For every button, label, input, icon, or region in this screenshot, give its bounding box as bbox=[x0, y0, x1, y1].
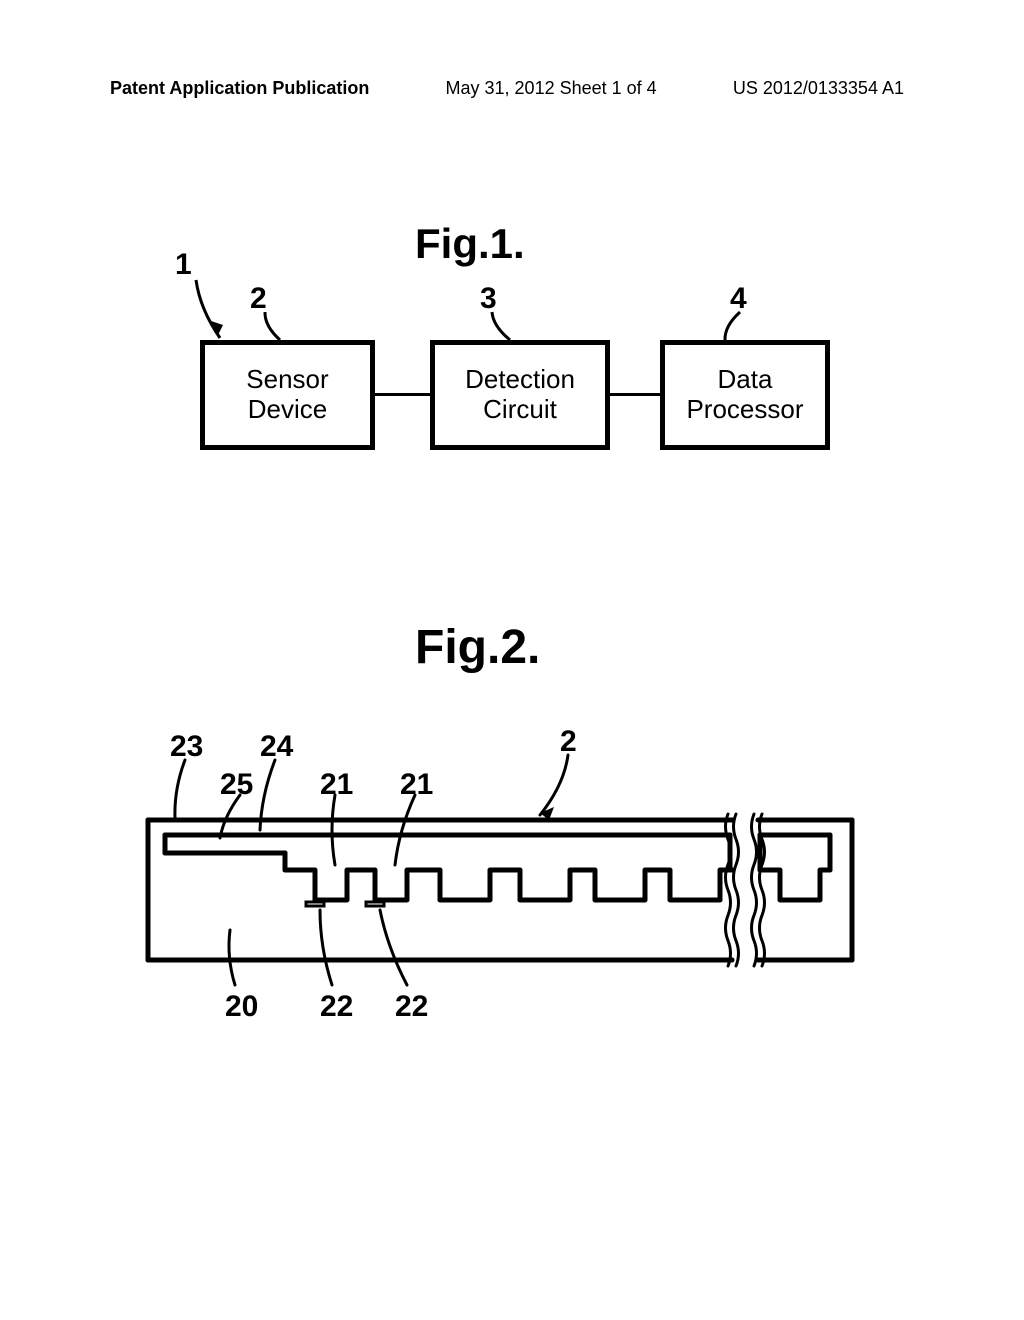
fig2-diagram-svg bbox=[130, 620, 870, 1020]
ref-20-bot-0: 20 bbox=[225, 990, 258, 1024]
header-center: May 31, 2012 Sheet 1 of 4 bbox=[446, 78, 657, 99]
figure-2: Fig.2. 23242521212202222 bbox=[130, 620, 870, 1020]
ref-25-top-2: 25 bbox=[220, 768, 253, 802]
connector-0 bbox=[375, 393, 430, 396]
ref-4-fig1-3: 4 bbox=[730, 282, 747, 316]
ref-21-top-3: 21 bbox=[320, 768, 353, 802]
figure-1: Fig.1. SensorDeviceDetectionCircuitDataP… bbox=[170, 220, 830, 480]
page-header: Patent Application Publication May 31, 2… bbox=[0, 78, 1024, 99]
ref-2-top-5: 2 bbox=[560, 725, 577, 759]
ref-21-top-4: 21 bbox=[400, 768, 433, 802]
ref-22-bot-2: 22 bbox=[395, 990, 428, 1024]
ref-24-top-1: 24 bbox=[260, 730, 293, 764]
header-right: US 2012/0133354 A1 bbox=[733, 78, 904, 99]
block-sensor: SensorDevice bbox=[200, 340, 375, 450]
header-left: Patent Application Publication bbox=[110, 78, 369, 99]
block-data: DataProcessor bbox=[660, 340, 830, 450]
ref-2-fig1-1: 2 bbox=[250, 282, 267, 316]
ref-23-top-0: 23 bbox=[170, 730, 203, 764]
ref-3-fig1-2: 3 bbox=[480, 282, 497, 316]
ref-1-fig1-0: 1 bbox=[175, 248, 192, 282]
ref-22-bot-1: 22 bbox=[320, 990, 353, 1024]
connector-1 bbox=[610, 393, 660, 396]
block-detection: DetectionCircuit bbox=[430, 340, 610, 450]
